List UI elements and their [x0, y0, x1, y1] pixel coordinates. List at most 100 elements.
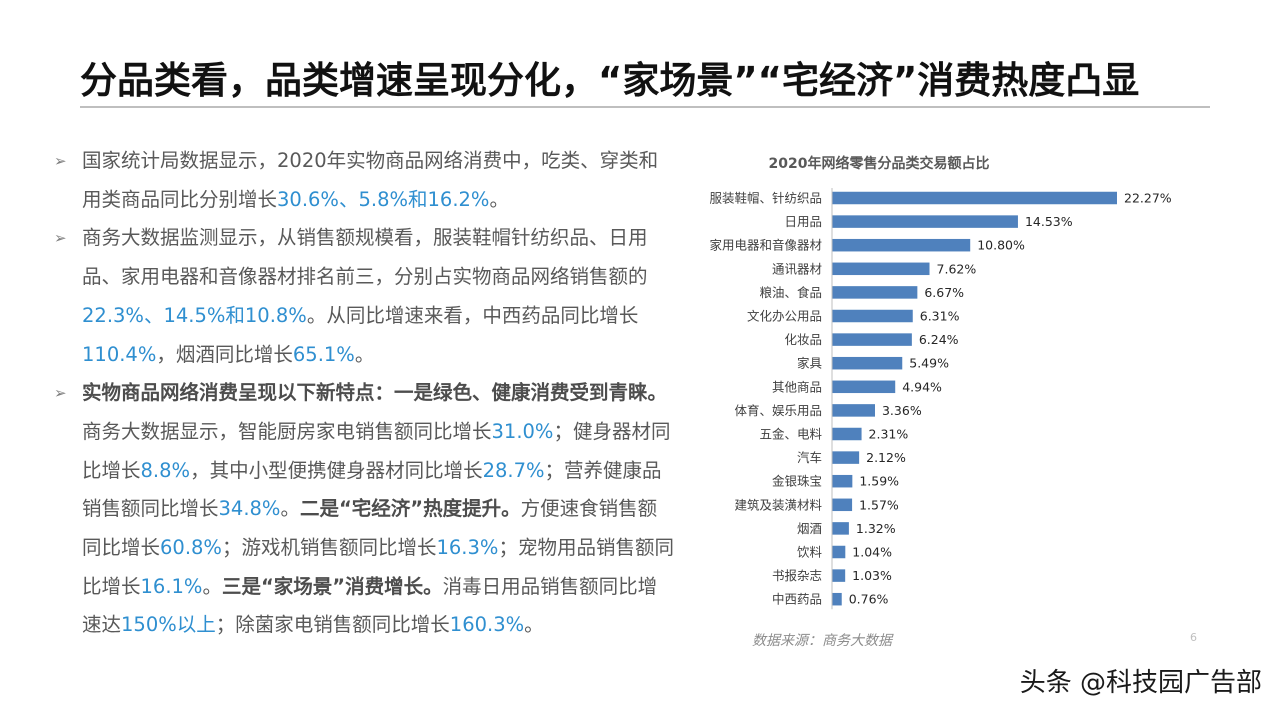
highlight-figure: 30.6%、5.8%和16.2%	[277, 187, 490, 211]
arrow-right-icon: ➢	[54, 384, 67, 403]
page-number: 6	[1190, 631, 1197, 644]
highlight-figure: 65.1%	[292, 342, 355, 366]
bullet-text: 。	[489, 187, 509, 211]
highlight-figure: 34.8%	[218, 497, 281, 521]
value-label: 0.76%	[849, 592, 889, 607]
bold-text: 实物商品网络消费呈现以下新特点：一是绿色、健康消费受到青睐。	[82, 381, 668, 405]
category-label: 服装鞋帽、针纺织品	[709, 191, 822, 206]
bold-text: 二是“宅经济”热度提升。	[299, 497, 521, 521]
chart-source: 数据来源：商务大数据	[752, 633, 894, 649]
bar	[832, 569, 846, 582]
highlight-figure: 31.0%	[491, 419, 554, 443]
bar	[832, 309, 913, 323]
highlight-figure: 150%以上	[121, 613, 216, 637]
bullet-text: 方便速食销售额同比增长	[82, 497, 658, 560]
arrow-right-icon: ➢	[54, 229, 67, 248]
bar	[832, 427, 862, 441]
bullet-text: 。从同比增速来看，中西药品同比增长	[306, 303, 639, 327]
category-label: 烟酒	[797, 521, 822, 536]
category-label: 化妆品	[784, 332, 822, 347]
bullet-text: 。	[202, 574, 222, 598]
bar-series: 服装鞋帽、针纺织品 22.27% 日用品 14.53% 家用电器和音像器材 10.80% 通…	[709, 188, 1172, 610]
bullet-text: 消毒日用品销售额同比增速达	[82, 574, 658, 637]
bullet-text: 商务大数据显示，智能厨房家电销售额同比增长	[82, 419, 492, 443]
value-label: 1.59%	[859, 474, 899, 489]
value-label: 22.27%	[1124, 191, 1172, 206]
bar	[832, 592, 842, 606]
value-label: 6.67%	[924, 285, 964, 300]
value-label: 7.62%	[937, 261, 977, 276]
bullet-item: ➢ 国家统计局数据显示，2020年实物商品网络消费中，吃类、穿类和用类商品同比分别…	[54, 142, 674, 219]
highlight-figure: 110.4%	[82, 342, 157, 366]
value-label: 5.49%	[909, 356, 949, 371]
bar	[832, 238, 971, 252]
bar	[832, 356, 903, 370]
category-label: 饮料	[797, 545, 823, 560]
bar	[832, 333, 912, 346]
bar	[832, 545, 846, 559]
bullet-text: ，烟酒同比增长	[156, 342, 293, 366]
value-label: 2.31%	[869, 427, 909, 442]
bullet-item: ➢ 商务大数据监测显示，从销售额规模看，服装鞋帽针纺织品、日用品、家用电器和音像器…	[54, 219, 674, 374]
bar	[832, 262, 930, 276]
bullet-item: ➢ 实物商品网络消费呈现以下新特点：一是绿色、健康消费受到青睐。商务大数据显示，智…	[54, 374, 674, 645]
bullet-text: ；除菌家电销售额同比增长	[215, 613, 450, 637]
category-label: 家用电器和音像器材	[709, 238, 822, 253]
category-label: 家具	[797, 356, 823, 371]
bullet-text: ；宠物用品销售额同比增长	[82, 536, 674, 598]
bar	[832, 474, 853, 488]
value-label: 6.24%	[919, 332, 959, 347]
value-label: 14.53%	[1025, 214, 1073, 229]
bold-text: 三是“家场景”消费增长。	[221, 574, 443, 598]
category-label: 文化办公用品	[747, 309, 822, 324]
highlight-figure: 8.8%	[140, 458, 191, 482]
value-label: 2.12%	[866, 450, 906, 465]
highlight-figure: 60.8%	[160, 536, 222, 560]
bar	[832, 380, 896, 394]
bar	[832, 498, 853, 512]
bullet-text: 商务大数据监测显示，从销售额规模看，服装鞋帽针纺织品、日用品、家用电器和音像器材…	[82, 226, 648, 289]
bullet-text: 。	[280, 497, 300, 521]
value-label: 4.94%	[902, 379, 942, 394]
watermark: 头条 @科技园广告部	[1019, 668, 1262, 698]
bar	[832, 286, 918, 299]
arrow-right-icon: ➢	[54, 152, 67, 170]
bullet-text: 。	[524, 613, 544, 637]
bar-chart: 2020年网络零售分品类交易额占比 服装鞋帽、针纺织品 22.27% 日用品 14.5…	[709, 155, 1172, 649]
bar	[832, 522, 849, 535]
page-title: 分品类看，品类增速呈现分化，“家场景”“宅经济”消费热度凸显	[80, 59, 1140, 102]
highlight-figure: 22.3%、14.5%和10.8%	[82, 303, 307, 327]
category-label: 通讯器材	[772, 261, 822, 276]
highlight-figure: 16.3%	[436, 536, 499, 560]
highlight-figure: 28.7%	[482, 458, 545, 482]
bullet-text: 国家统计局数据显示，2020年实物商品网络消费中，吃类、穿类和用类商品同比分别增…	[82, 149, 659, 211]
chart-title: 2020年网络零售分品类交易额占比	[769, 155, 990, 172]
bullet-text: ，其中小型便携健身器材同比增长	[190, 458, 483, 482]
value-label: 1.04%	[852, 545, 892, 560]
bullet-text: ；营养健康品销售额同比增长	[82, 458, 662, 521]
category-label: 日用品	[784, 214, 822, 229]
category-label: 金银珠宝	[772, 474, 822, 489]
bullet-list: ➢ 国家统计局数据显示，2020年实物商品网络消费中，吃类、穿类和用类商品同比分别…	[54, 142, 674, 645]
category-label: 中西药品	[772, 592, 822, 607]
bullet-text: ；游戏机销售额同比增长	[221, 536, 437, 560]
value-label: 3.36%	[882, 403, 922, 418]
bullet-text: 。	[354, 342, 375, 366]
bullet-text: ；健身器材同比增长	[82, 419, 671, 482]
title-divider	[80, 106, 1210, 108]
value-label: 1.03%	[852, 568, 892, 583]
bar	[832, 404, 875, 417]
value-label: 1.57%	[859, 497, 899, 512]
category-label: 其他商品	[772, 379, 822, 394]
highlight-figure: 16.1%	[140, 574, 203, 598]
category-label: 体育、娱乐用品	[734, 403, 822, 418]
value-label: 10.80%	[977, 238, 1025, 253]
category-label: 汽车	[797, 450, 822, 465]
bar	[832, 215, 1018, 228]
bar	[832, 451, 860, 464]
category-label: 五金、电料	[759, 427, 822, 442]
value-label: 6.31%	[920, 309, 960, 324]
bar	[832, 191, 1117, 205]
highlight-figure: 160.3%	[449, 613, 525, 637]
value-label: 1.32%	[856, 521, 896, 536]
